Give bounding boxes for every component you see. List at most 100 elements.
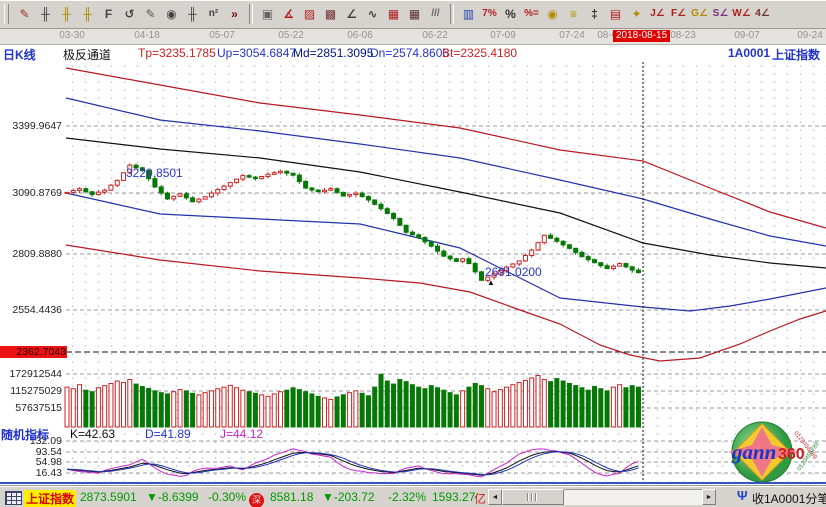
panel-divider [0,482,826,484]
win-trend-icon[interactable]: W∠ [732,8,751,19]
horizontal-scrollbar[interactable]: ◄ ► [488,489,716,505]
pen-measure-icon[interactable]: ✎ [145,7,156,21]
spiral-tool-icon[interactable]: ↺ [124,7,135,21]
symbol-code[interactable]: 1A0001 [728,46,771,60]
status-index-pct: -0.30% [208,490,247,504]
date-tick-label: 08-08 [597,30,623,41]
fan-box-dark-icon[interactable]: ▩ [324,7,337,21]
toolbar: ✎ ╫ ╫ ╫ F ↺ ✎ ◉ ╫ n² » ▣ ∡ ▨ ▩ ∠ ∿ ▦ ▦ /// ▥ 7%% %= ◉ ≡ ‡ ▤ ✦ J∠ F∠ G∠… [0,0,826,29]
status-index-price: 2873.5901 [80,490,137,504]
channel-bt-value: Bt=2325.4180 [442,46,518,60]
stoch-panel-title[interactable]: 随机指标 [1,428,50,442]
stoch-axis-label: 93.54 [35,446,62,458]
date-tick-label: 05-07 [209,30,235,41]
toolbar-separator [249,4,253,24]
tally-grid-icon[interactable]: ╫ [188,7,197,21]
date-axis: 03-30 04-18 05-07 05-22 06-06 06-22 07-09 07-24… [0,29,826,45]
volume-axis-label: 57637515 [15,402,62,414]
channel-up-value: Up=3054.6847 [217,46,297,60]
dark-grid-icon[interactable]: ▦ [408,7,421,21]
more-tools-icon[interactable]: » [231,7,238,21]
date-tick-label: 06-06 [347,30,373,41]
scroll-left-button[interactable]: ◄ [488,489,502,505]
four-trend-icon[interactable]: 4∠ [755,8,770,19]
date-tick-label: 07-09 [490,30,516,41]
status-turnover-unit: 亿 [474,492,487,506]
percent-icon[interactable]: % [505,7,516,21]
pen-bars-icon[interactable]: ‡ [591,7,598,21]
hatch-lines-icon[interactable]: /// [431,8,440,19]
stoch-k-value: K=42.63 [70,427,116,441]
price-axis-highlight-label: 2362.7043 [0,346,67,358]
status-idx2-pct: -2.32% [388,490,427,504]
flat-box-icon[interactable]: ▤ [609,7,622,21]
fan-box-icon[interactable]: ▨ [303,7,316,21]
gold-coin-icon[interactable]: ◉ [547,7,558,21]
price-axis-label: 2554.4436 [12,304,62,316]
date-tick-label: 07-24 [559,30,585,41]
gold-star-icon[interactable]: ✦ [631,7,642,21]
toolbar-separator [450,4,454,24]
indicator-name[interactable]: 极反通道 [63,48,112,62]
fib-grid-icon[interactable]: F [104,7,113,21]
status-feed-label[interactable]: 收1A0001分笔 [752,492,826,506]
chart-plot-area[interactable] [66,62,826,482]
date-tick-label: 09-07 [734,30,760,41]
price-axis-label: 2809.8880 [12,248,62,260]
scrollbar-thumb[interactable] [502,489,564,505]
live-feed-antenna-icon[interactable]: Ψ [737,488,748,503]
gann-grid-icon[interactable]: ╫ [41,7,50,21]
red-grid-icon[interactable]: ▦ [387,7,400,21]
f-trend-icon[interactable]: F∠ [670,8,687,19]
price-axis-label: 3090.8769 [12,187,62,199]
status-bar: 上证指数 2873.5901 ▼-8.6399 -0.30% 深 8581.18… [0,485,826,507]
channel-md-value: Md=2851.3095 [293,46,374,60]
box-select-icon[interactable]: ▣ [261,7,274,21]
date-tick-label: 03-30 [59,30,85,41]
current-date-badge: 2018-08-15 [613,30,671,42]
percent-lines-icon[interactable]: %= [524,8,539,19]
date-tick-label: 09-24 [797,30,823,41]
toolbar-drag-handle[interactable] [4,4,9,24]
volume-axis-label: 115275029 [10,385,62,397]
status-idx2-change: ▼-203.72 [322,490,375,504]
gold-lines-icon[interactable]: ≡ [569,7,577,21]
date-tick-label: 05-22 [278,30,304,41]
stoch-d-value: D=41.89 [145,427,191,441]
status-idx2-price: 8581.18 [270,490,314,504]
date-tick-label: 06-22 [422,30,448,41]
status-turnover: 1593.27 [432,490,476,504]
volume-bars-icon[interactable]: ▥ [462,7,475,21]
brush-tool-icon[interactable]: ✎ [19,7,30,21]
shen-trend-icon[interactable]: S∠ [712,8,729,19]
date-tick-label: 08-23 [670,30,696,41]
time-cycle-icon[interactable]: ◉ [166,7,177,21]
shenzhen-badge-icon[interactable]: 深 [249,493,264,507]
gold-trend-icon[interactable]: G∠ [691,8,708,19]
scroll-right-button[interactable]: ► [702,489,716,505]
date-tick-label: 04-18 [134,30,160,41]
wave-mark-icon[interactable]: ∿ [367,7,378,21]
period-label[interactable]: 日K线 [3,48,36,62]
symbol-name[interactable]: 上证指数 [772,48,821,62]
stoch-j-value: J=44.12 [220,427,264,441]
gold-gann-grid-icon[interactable]: ╫ [62,7,71,21]
status-index-change: ▼-8.6399 [146,490,199,504]
logo-text-360: 360 [778,446,805,463]
quote-grid-icon[interactable] [5,491,22,505]
volume-axis-label: 172912544 [9,368,62,380]
price-axis-label: 3399.9647 [12,120,62,132]
channel-tp-value: Tp=3235.1785 [138,46,216,60]
stoch-axis-label: 132.09 [29,435,62,447]
status-index-name[interactable]: 上证指数 [24,490,77,507]
gann-fan-icon[interactable]: ∡ [283,7,294,21]
channel-dn-value: Dn=2574.8606 [370,46,450,60]
stoch-axis-label: 54.98 [35,456,62,468]
n2-grid-icon[interactable]: n² [208,8,219,19]
gold-gann-grid2-icon[interactable]: ╫ [83,7,92,21]
j-trend-icon[interactable]: J∠ [650,8,665,19]
angle-lines-icon[interactable]: ∠ [346,7,357,21]
percent7-icon[interactable]: 7% [482,8,497,19]
stoch-axis-label: 16.43 [35,467,62,479]
